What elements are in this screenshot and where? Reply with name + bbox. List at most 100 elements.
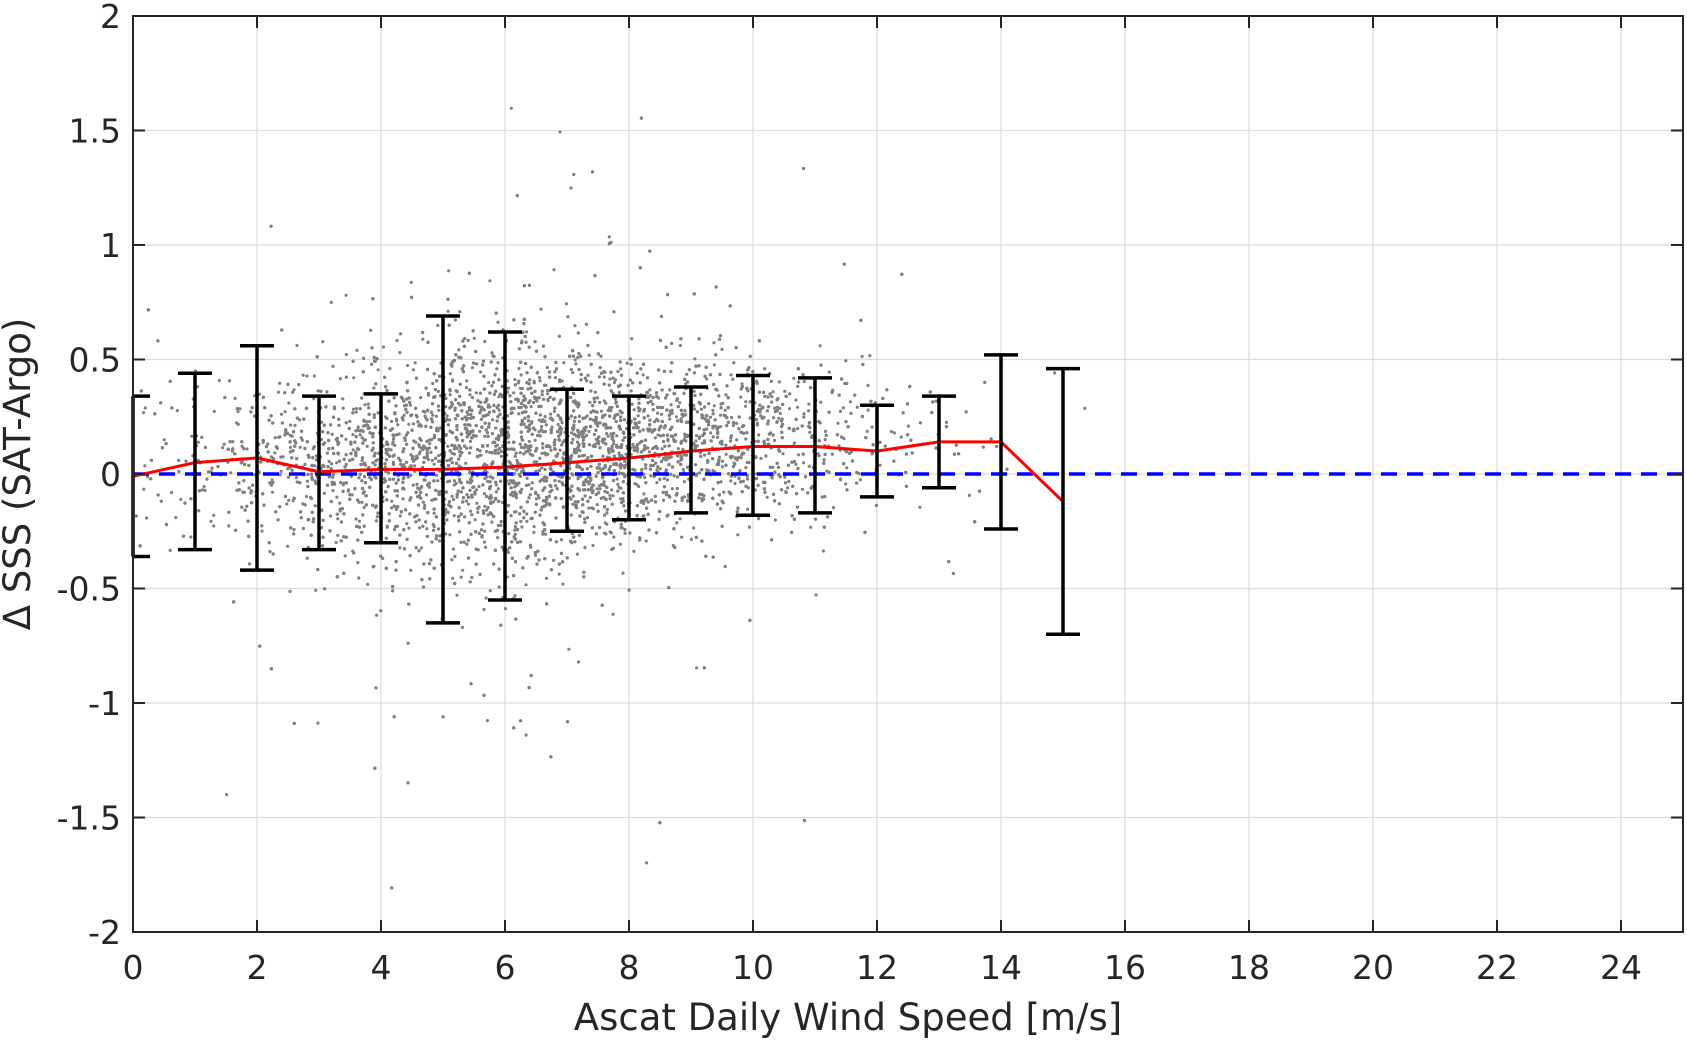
scatter-point bbox=[655, 445, 658, 448]
scatter-point bbox=[364, 438, 367, 441]
scatter-point bbox=[431, 414, 434, 417]
scatter-point bbox=[713, 404, 716, 407]
scatter-point bbox=[533, 460, 536, 463]
scatter-point bbox=[510, 407, 513, 410]
scatter-point bbox=[591, 544, 594, 547]
scatter-point bbox=[541, 452, 544, 455]
scatter-point bbox=[234, 397, 237, 400]
scatter-point bbox=[732, 361, 735, 364]
scatter-point bbox=[292, 532, 295, 535]
scatter-point bbox=[730, 373, 733, 376]
scatter-point bbox=[271, 491, 274, 494]
scatter-point bbox=[485, 597, 488, 600]
scatter-point bbox=[461, 569, 464, 572]
scatter-point bbox=[268, 419, 271, 422]
scatter-point bbox=[523, 446, 526, 449]
scatter-point bbox=[612, 494, 615, 497]
scatter-point bbox=[482, 608, 485, 611]
scatter-point bbox=[216, 465, 219, 468]
scatter-point bbox=[577, 352, 580, 355]
scatter-point bbox=[341, 397, 344, 400]
scatter-point bbox=[434, 388, 437, 391]
scatter-point bbox=[277, 436, 280, 439]
scatter-point bbox=[355, 411, 358, 414]
scatter-point bbox=[316, 722, 319, 725]
scatter-point bbox=[719, 480, 722, 483]
scatter-point bbox=[592, 418, 595, 421]
scatter-point bbox=[399, 463, 402, 466]
scatter-point bbox=[660, 413, 663, 416]
scatter-point bbox=[406, 364, 409, 367]
scatter-point bbox=[577, 331, 580, 334]
scatter-point bbox=[660, 315, 663, 318]
scatter-point bbox=[336, 534, 339, 537]
scatter-point bbox=[683, 480, 686, 483]
scatter-point bbox=[631, 381, 634, 384]
scatter-point bbox=[643, 476, 646, 479]
scatter-point bbox=[203, 485, 206, 488]
scatter-point bbox=[740, 456, 743, 459]
scatter-point bbox=[781, 452, 784, 455]
scatter-point bbox=[383, 376, 386, 379]
scatter-point bbox=[636, 504, 639, 507]
scatter-point bbox=[278, 505, 281, 508]
scatter-point bbox=[640, 450, 643, 453]
scatter-point bbox=[489, 589, 492, 592]
scatter-point bbox=[572, 173, 575, 176]
scatter-point bbox=[712, 412, 715, 415]
scatter-point bbox=[453, 479, 456, 482]
scatter-point bbox=[572, 495, 575, 498]
scatter-point bbox=[570, 431, 573, 434]
scatter-point bbox=[460, 490, 463, 493]
scatter-point bbox=[588, 401, 591, 404]
scatter-point bbox=[598, 487, 601, 490]
scatter-point bbox=[539, 308, 542, 311]
scatter-point bbox=[610, 488, 613, 491]
scatter-point bbox=[436, 324, 439, 327]
scatter-point bbox=[626, 362, 629, 365]
scatter-point bbox=[405, 433, 408, 436]
scatter-point bbox=[415, 546, 418, 549]
scatter-point bbox=[446, 445, 449, 448]
scatter-point bbox=[758, 404, 761, 407]
scatter-point bbox=[712, 341, 715, 344]
scatter-point bbox=[289, 434, 292, 437]
scatter-point bbox=[245, 447, 248, 450]
scatter-point bbox=[630, 389, 633, 392]
scatter-point bbox=[783, 390, 786, 393]
scatter-point bbox=[612, 479, 615, 482]
scatter-point bbox=[212, 524, 215, 527]
scatter-point bbox=[390, 420, 393, 423]
scatter-point bbox=[824, 430, 827, 433]
scatter-point bbox=[569, 186, 572, 189]
scatter-point bbox=[603, 514, 606, 517]
scatter-point bbox=[453, 514, 456, 517]
scatter-point bbox=[661, 388, 664, 391]
scatter-point bbox=[163, 438, 166, 441]
scatter-point bbox=[339, 377, 342, 380]
scatter-point bbox=[471, 429, 474, 432]
scatter-point bbox=[719, 334, 722, 337]
scatter-point bbox=[300, 430, 303, 433]
scatter-point bbox=[421, 331, 424, 334]
scatter-point bbox=[520, 435, 523, 438]
scatter-point bbox=[575, 503, 578, 506]
scatter-point bbox=[470, 513, 473, 516]
scatter-point bbox=[412, 368, 415, 371]
scatter-point bbox=[223, 443, 226, 446]
scatter-point bbox=[694, 463, 697, 466]
scatter-point bbox=[744, 466, 747, 469]
scatter-point bbox=[731, 378, 734, 381]
scatter-point bbox=[471, 396, 474, 399]
scatter-point bbox=[797, 453, 800, 456]
scatter-point bbox=[240, 440, 243, 443]
scatter-point bbox=[177, 470, 180, 473]
scatter-point bbox=[451, 378, 454, 381]
scatter-point bbox=[204, 489, 207, 492]
scatter-point bbox=[586, 374, 589, 377]
scatter-point bbox=[455, 594, 458, 597]
scatter-point bbox=[585, 323, 588, 326]
scatter-point bbox=[619, 367, 622, 370]
scatter-point bbox=[629, 357, 632, 360]
scatter-point bbox=[593, 433, 596, 436]
